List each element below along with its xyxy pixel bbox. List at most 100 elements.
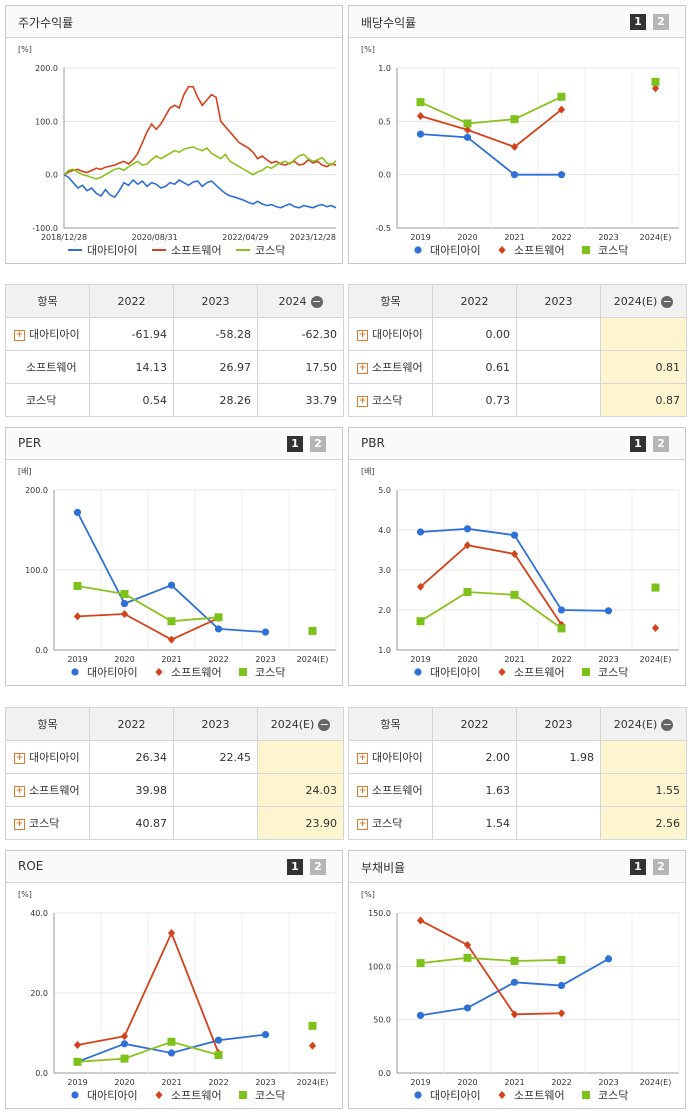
- series-line: [420, 95, 562, 125]
- legend-label: 소프트웨어: [171, 1089, 222, 1102]
- expand-icon[interactable]: +: [357, 818, 368, 830]
- view-2-button[interactable]: 2: [653, 436, 669, 452]
- x-tick-label: 2022: [208, 1078, 228, 1087]
- legend-label: 코스닥: [598, 244, 628, 257]
- y-tick-label: 0.0: [35, 646, 48, 655]
- view-2-button[interactable]: 2: [310, 436, 326, 452]
- collapse-icon[interactable]: −: [318, 717, 331, 731]
- data-point: [463, 1004, 472, 1012]
- x-tick-label: 2018/12/28: [41, 233, 87, 242]
- legend-marker: [498, 246, 506, 254]
- series-line: [419, 544, 563, 626]
- y-tick-label: -100.0: [32, 224, 58, 233]
- series-line: [77, 613, 219, 641]
- expand-icon[interactable]: +: [14, 329, 25, 341]
- data-point: [510, 142, 519, 151]
- view-1-button[interactable]: 1: [630, 436, 646, 452]
- y-tick-label: 3.0: [378, 566, 391, 575]
- legend-label: 소프트웨어: [171, 666, 222, 679]
- panel-header: 주가수익률: [6, 6, 342, 38]
- y-tick-label: 0.0: [378, 171, 391, 180]
- y-tick-label: 0.0: [45, 171, 58, 180]
- data-point: [308, 1041, 317, 1050]
- col-header: 2024(E) −: [600, 284, 687, 318]
- y-tick-label: 100.0: [368, 962, 391, 971]
- view-1-button[interactable]: 1: [630, 859, 646, 875]
- x-tick-label: 2019: [67, 1078, 87, 1087]
- data-point: [510, 550, 519, 558]
- legend-marker: [498, 668, 506, 676]
- view-1-button[interactable]: 1: [287, 436, 303, 452]
- data-point: [416, 112, 425, 120]
- panel-header: PBR 1 2: [349, 428, 685, 460]
- x-tick-label: 2020: [457, 1078, 477, 1087]
- legend-label: 대아티아이: [87, 666, 138, 679]
- series-line: [420, 958, 609, 1017]
- view-2-button[interactable]: 2: [653, 14, 669, 30]
- view-2-button[interactable]: 2: [310, 859, 326, 875]
- expand-icon[interactable]: +: [357, 362, 368, 374]
- legend-label: 코스닥: [255, 666, 285, 679]
- series-line: [77, 585, 219, 623]
- y-tick-label: 2.0: [378, 606, 391, 615]
- x-tick-label: 2021: [504, 1078, 524, 1087]
- expand-icon[interactable]: +: [14, 785, 25, 797]
- x-tick-label: 2021: [504, 233, 524, 242]
- view-2-button[interactable]: 2: [653, 859, 669, 875]
- legend-label: 코스닥: [255, 244, 285, 257]
- expand-icon[interactable]: +: [357, 752, 368, 764]
- x-tick-label: 2022: [551, 655, 571, 664]
- x-tick-label: 2022: [208, 655, 228, 664]
- legend-label: 코스닥: [255, 1089, 285, 1102]
- expand-icon[interactable]: +: [357, 329, 368, 341]
- y-tick-label: 100.0: [25, 566, 48, 575]
- x-tick-label: 2022: [551, 1078, 571, 1087]
- debt-ratio-panel: 부채비율 1 2 [%] 150.0 100.0 50.0 0.0 2019 2020 202…: [348, 850, 686, 1109]
- panel-title: 주가수익률: [18, 16, 74, 30]
- table-row: + 코스닥 1.54 2.56: [348, 806, 687, 840]
- expand-icon[interactable]: +: [14, 752, 25, 764]
- data-point: [416, 1011, 425, 1019]
- legend-marker: [155, 1091, 163, 1099]
- pbr-panel: PBR 1 2 [배] 5.0 4.0 3.0 2.0 1.0 2019 2020 2021 20…: [348, 427, 686, 686]
- data-point: [510, 1010, 519, 1019]
- data-point: [416, 959, 425, 968]
- x-tick-label: 2020: [457, 655, 477, 664]
- unit-label: [%]: [18, 890, 32, 899]
- x-tick-label: 2020: [114, 1078, 134, 1087]
- y-tick-label: 0.0: [378, 1069, 391, 1078]
- y-tick-label: 200.0: [25, 486, 48, 495]
- data-point: [120, 600, 129, 608]
- data-point: [604, 955, 613, 963]
- x-tick-label: 2023: [255, 655, 275, 664]
- data-point: [510, 115, 519, 124]
- per-table: 항목 2022 2023 2024(E) − + 대아티아이 26.34 22.45…: [5, 707, 344, 840]
- legend-marker: [582, 1091, 590, 1099]
- x-tick-label: 2024(E): [297, 655, 329, 664]
- dividend-yield-panel: 배당수익률 1 2 [%] 1.0 0.5 0.0 -0.5 2019 2020 2021 20…: [348, 5, 686, 264]
- expand-icon[interactable]: +: [357, 395, 368, 407]
- x-tick-label: 2019: [67, 655, 87, 664]
- collapse-icon[interactable]: −: [310, 294, 323, 308]
- series-line: [420, 133, 562, 176]
- y-tick-label: 50.0: [373, 1016, 391, 1025]
- panel-title: 부채비율: [361, 861, 406, 875]
- expand-icon[interactable]: +: [14, 818, 25, 830]
- legend-marker: [71, 1091, 79, 1099]
- table-row: + 대아티아이 26.34 22.45: [5, 740, 344, 774]
- data-point: [557, 981, 566, 990]
- x-tick-label: 2020: [457, 233, 477, 242]
- y-tick-label: 1.0: [378, 64, 391, 73]
- collapse-icon[interactable]: −: [661, 294, 674, 308]
- collapse-icon[interactable]: −: [661, 717, 674, 731]
- view-1-button[interactable]: 1: [287, 859, 303, 875]
- view-1-button[interactable]: 1: [630, 14, 646, 30]
- unit-label: [%]: [18, 45, 32, 54]
- data-point: [416, 98, 425, 107]
- x-tick-label: 2024(E): [297, 1078, 329, 1087]
- x-tick-label: 2022/04/29: [222, 233, 268, 242]
- expand-icon[interactable]: +: [357, 785, 368, 797]
- data-point: [214, 625, 223, 633]
- dividend-yield-chart: [%] 1.0 0.5 0.0 -0.5 2019 2020 2021 2022 2023 2024…: [361, 45, 680, 257]
- y-tick-label: 0.0: [35, 1069, 48, 1078]
